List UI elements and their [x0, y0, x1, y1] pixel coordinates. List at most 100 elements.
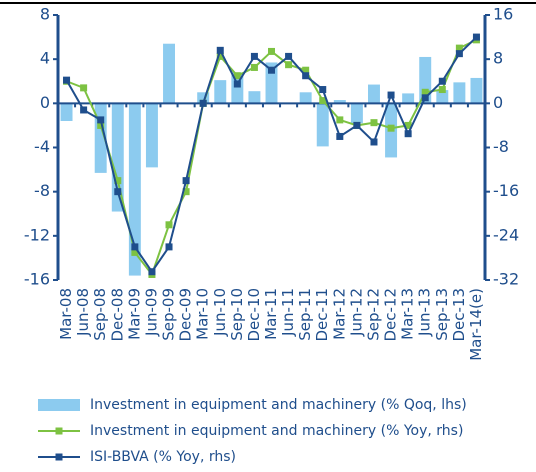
x-tick-label: Mar-10	[194, 288, 212, 340]
bar	[436, 90, 449, 104]
x-tick-label: Sep-10	[228, 288, 246, 341]
y2-tick-label: -8	[493, 137, 509, 156]
y2-tick-label: 16	[493, 5, 513, 24]
point	[404, 121, 412, 129]
x-tick-label: Dec-11	[313, 288, 331, 342]
point	[302, 66, 310, 74]
x-tick-label: Mar-09	[125, 288, 143, 340]
legend-swatch	[38, 399, 80, 411]
y2-tick-label: 0	[493, 93, 503, 112]
point	[268, 47, 275, 55]
point	[250, 63, 258, 71]
point	[421, 88, 429, 96]
bar	[419, 56, 432, 104]
point	[353, 121, 361, 129]
x-tick-label: Jun-12	[347, 288, 365, 337]
point	[404, 130, 412, 138]
y-tick-label: -12	[24, 225, 50, 244]
y-tick-label: 4	[40, 49, 50, 68]
point	[370, 119, 378, 127]
bar	[316, 103, 329, 147]
x-tick-label: Mar-12	[330, 288, 348, 340]
x-tick-label: Jun-08	[74, 288, 92, 337]
point	[455, 50, 463, 58]
point	[336, 116, 344, 124]
x-tick-label: Mar-08	[57, 288, 75, 340]
y-tick-label: -16	[24, 270, 50, 289]
x-tick-label: Dec-09	[177, 288, 195, 342]
point	[421, 94, 429, 102]
point	[268, 66, 275, 74]
bar	[299, 92, 312, 104]
point	[199, 99, 207, 107]
y-tick-label: 0	[40, 93, 50, 112]
legend-label: Investment in equipment and machinery (%…	[90, 423, 463, 439]
point	[438, 86, 446, 94]
x-tick-label: Mar-14(e)	[467, 288, 485, 361]
x-tick-label: Jun-10	[211, 288, 229, 337]
bar	[128, 103, 141, 276]
x-tick-label: Jun-09	[142, 288, 160, 337]
point	[472, 33, 480, 41]
y-tick-label: -8	[34, 181, 50, 200]
x-tick-label: Dec-08	[108, 288, 126, 342]
point	[80, 106, 88, 114]
bar	[333, 100, 346, 104]
bar	[111, 103, 124, 212]
legend-label: ISI-BBVA (% Yoy, rhs)	[90, 449, 236, 465]
point	[370, 138, 378, 146]
point	[336, 132, 344, 140]
point	[165, 243, 173, 251]
point	[285, 61, 293, 69]
legend-label: Investment in equipment and machinery (%…	[90, 397, 467, 413]
point	[233, 80, 241, 88]
point	[182, 188, 190, 196]
bar	[470, 77, 483, 104]
point	[216, 46, 224, 54]
point	[216, 52, 224, 60]
bar	[163, 43, 175, 104]
x-tick-label: Mar-11	[262, 288, 280, 340]
point	[97, 116, 105, 124]
point	[80, 84, 88, 92]
y2-tick-label: -24	[493, 225, 519, 244]
y2-tick-label: -16	[493, 181, 519, 200]
bar	[231, 72, 244, 104]
bar	[248, 91, 261, 104]
bar	[350, 103, 363, 124]
bar	[402, 93, 415, 104]
bar	[265, 62, 278, 104]
point	[131, 243, 139, 251]
point	[387, 91, 395, 99]
y2-tick-label: 8	[493, 49, 503, 68]
point	[114, 177, 122, 185]
x-tick-label: Sep-11	[296, 288, 314, 341]
legend-swatch	[55, 427, 63, 435]
y2-tick-label: -32	[493, 270, 519, 289]
bar	[94, 103, 107, 173]
x-tick-label: Mar-13	[399, 288, 417, 340]
bar	[60, 103, 73, 121]
point	[319, 86, 327, 94]
point	[114, 188, 122, 196]
point	[233, 72, 241, 80]
y-tick-label: -4	[34, 137, 50, 156]
x-tick-label: Sep-08	[91, 288, 109, 341]
bar	[145, 103, 158, 168]
bar	[453, 82, 466, 104]
x-tick-label: Dec-12	[382, 288, 400, 342]
x-tick-label: Sep-12	[364, 288, 382, 341]
point	[148, 268, 156, 276]
x-tick-label: Dec-13	[450, 288, 468, 342]
x-tick-label: Sep-09	[160, 288, 178, 341]
point	[302, 72, 310, 80]
x-tick-label: Sep-13	[433, 288, 451, 341]
x-tick-label: Jun-13	[416, 288, 434, 337]
point	[250, 52, 258, 60]
point	[285, 52, 293, 60]
y-tick-label: 8	[40, 5, 50, 24]
bar	[214, 80, 227, 104]
point	[165, 221, 173, 229]
legend-swatch	[55, 453, 63, 461]
